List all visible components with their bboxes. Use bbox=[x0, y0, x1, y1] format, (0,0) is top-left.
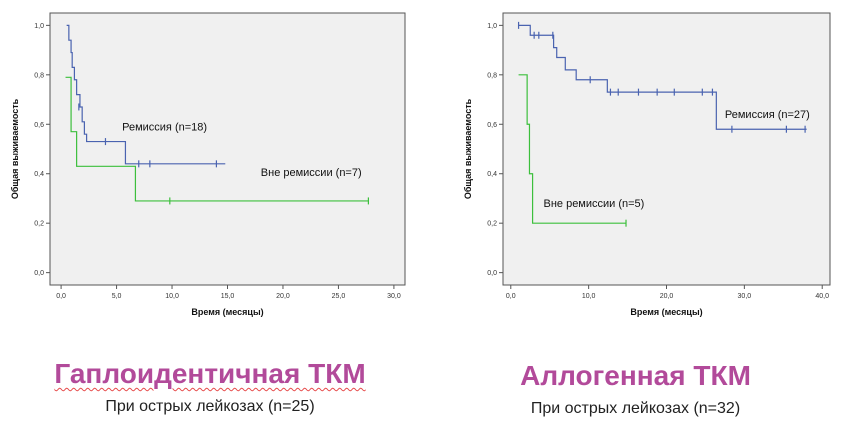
y-axis-label: Общая выживаемость bbox=[463, 98, 473, 199]
x-tick-label: 15,0 bbox=[221, 293, 235, 300]
y-axis-label: Общая выживаемость bbox=[10, 98, 20, 199]
y-tick-label: 0,2 bbox=[487, 221, 497, 228]
plot-area bbox=[49, 12, 406, 286]
y-tick-label: 0,6 bbox=[487, 122, 497, 129]
y-tick-label: 0,8 bbox=[487, 72, 497, 79]
y-tick-label: 0,2 bbox=[34, 221, 44, 228]
series-line-non-remission bbox=[518, 74, 627, 224]
series-label-non-remission: Вне ремиссии (n=7) bbox=[261, 167, 362, 179]
x-tick-label: 5,0 bbox=[112, 293, 122, 300]
y-tick-label: 0,8 bbox=[34, 72, 44, 79]
series-label-remission: Ремиссия (n=27) bbox=[725, 109, 810, 121]
x-tick-label: 0,0 bbox=[506, 293, 516, 300]
y-tick-label: 0,4 bbox=[487, 171, 497, 178]
series-label-non-remission: Вне ремиссии (n=5) bbox=[543, 198, 644, 210]
title-haploidentical: Гаплоидентичная ТКМ bbox=[54, 358, 366, 389]
chart-haploidentical: 0,0 0,2 0,4 0,6 0,8 1,0 0,0 5,0 10,0 15,0 20,0 25,0… bbox=[10, 12, 406, 317]
x-tick-label: 20,0 bbox=[276, 293, 290, 300]
title-allogeneic: Аллогенная ТКМ bbox=[520, 360, 751, 391]
y-tick-label: 0,4 bbox=[34, 171, 44, 178]
subtitle-haploidentical: При острых лейкозах (n=25) bbox=[105, 398, 315, 415]
plot-area bbox=[502, 12, 831, 286]
series-line-remission bbox=[66, 24, 226, 165]
x-tick-label: 20,0 bbox=[660, 293, 674, 300]
y-tick-label: 0,0 bbox=[487, 270, 497, 277]
y-tick-label: 1,0 bbox=[34, 23, 44, 30]
y-tick-label: 0,0 bbox=[34, 270, 44, 277]
series-line-non-remission bbox=[65, 76, 369, 202]
x-axis-label: Время (месяцы) bbox=[191, 307, 263, 317]
x-tick-label: 10,0 bbox=[582, 293, 596, 300]
subtitle-allogeneic: При острых лейкозах (n=32) bbox=[530, 400, 741, 417]
x-axis-label: Время (месяцы) bbox=[630, 307, 702, 317]
series-label-remission: Ремиссия (n=18) bbox=[122, 121, 207, 133]
x-tick-label: 40,0 bbox=[815, 293, 829, 300]
x-tick-label: 30,0 bbox=[387, 293, 401, 300]
y-tick-label: 1,0 bbox=[487, 23, 497, 30]
x-tick-label: 10,0 bbox=[165, 293, 179, 300]
y-tick-label: 0,6 bbox=[34, 122, 44, 129]
chart-allogeneic: 0,0 0,2 0,4 0,6 0,8 1,0 0,0 10,0 20,0 30,0 40,0 Вре… bbox=[463, 12, 831, 317]
x-tick-label: 0,0 bbox=[56, 293, 66, 300]
x-tick-label: 30,0 bbox=[738, 293, 752, 300]
series-line-remission bbox=[518, 24, 807, 130]
x-tick-label: 25,0 bbox=[332, 293, 346, 300]
